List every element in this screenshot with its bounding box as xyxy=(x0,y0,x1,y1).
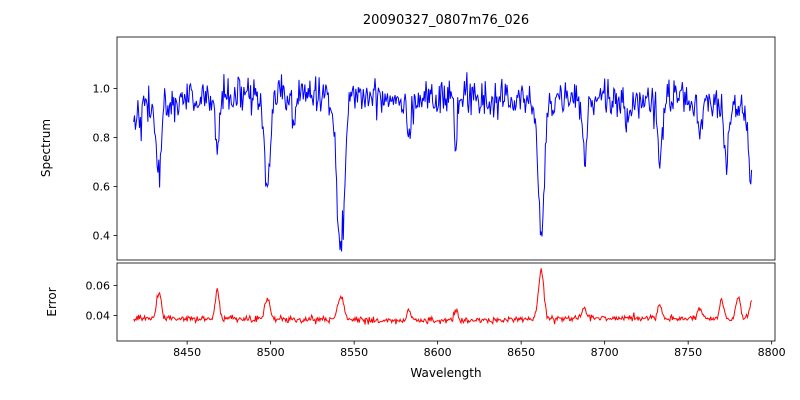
y-tick-label: 0.6 xyxy=(93,180,111,193)
y-tick-label: 0.8 xyxy=(93,131,111,144)
spectrum-line xyxy=(133,72,753,252)
x-tick-label: 8750 xyxy=(674,346,702,359)
x-tick-label: 8650 xyxy=(507,346,535,359)
y-tick-label: 0.04 xyxy=(86,310,111,323)
axes-spine-panel-1 xyxy=(116,262,776,342)
x-tick-label: 8500 xyxy=(257,346,285,359)
y-tick-label: 0.4 xyxy=(93,229,111,242)
x-tick-label: 8450 xyxy=(173,346,201,359)
x-tick-label: 8800 xyxy=(758,346,786,359)
x-tick-label: 8700 xyxy=(591,346,619,359)
x-tick-label: 8550 xyxy=(340,346,368,359)
y-tick-label: 0.06 xyxy=(86,280,111,293)
axes-spine-panel-0 xyxy=(116,36,776,261)
x-tick-label: 8600 xyxy=(424,346,452,359)
x-axis-label: Wavelength xyxy=(410,366,482,380)
y-tick-label: 1.0 xyxy=(93,82,111,95)
plot-title: 20090327_0807m76_026 xyxy=(362,13,530,28)
error-line xyxy=(133,268,753,326)
